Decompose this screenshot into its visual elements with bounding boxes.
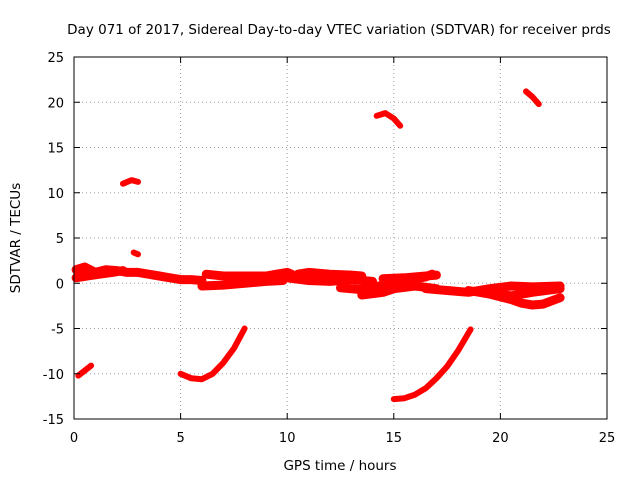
x-axis-label: GPS time / hours <box>283 458 396 474</box>
data-series <box>201 267 296 281</box>
series-layer <box>71 88 565 403</box>
x-tick-label: 25 <box>599 431 616 446</box>
grid <box>74 57 607 419</box>
data-series <box>523 88 542 108</box>
data-series <box>75 362 95 379</box>
data-series <box>378 270 441 284</box>
x-tick-label: 5 <box>176 431 184 446</box>
y-tick-label: 0 <box>56 277 64 292</box>
data-series <box>373 110 404 129</box>
ticks <box>73 56 608 420</box>
x-tick-label: 20 <box>492 431 509 446</box>
data-series <box>197 276 288 291</box>
x-tick-label: 15 <box>386 431 403 446</box>
data-series <box>485 284 565 301</box>
y-tick-label: -15 <box>43 413 64 428</box>
data-series <box>71 266 128 283</box>
data-series <box>177 325 248 383</box>
x-tick-label: 0 <box>70 431 78 446</box>
y-axis-label: SDTVAR / TECUs <box>8 183 24 293</box>
data-series <box>390 326 474 403</box>
data-series <box>120 177 141 187</box>
y-tick-labels: -15 -10 -5 0 5 10 15 20 25 <box>43 51 64 428</box>
x-tick-labels: 0 5 10 15 20 25 <box>70 431 615 446</box>
x-tick-label: 10 <box>279 431 296 446</box>
y-tick-label: 20 <box>47 96 64 111</box>
data-series <box>293 267 367 281</box>
y-tick-label: 25 <box>47 51 64 66</box>
y-tick-label: 10 <box>47 187 64 202</box>
y-tick-label: 5 <box>56 232 64 247</box>
y-tick-label: 15 <box>47 142 64 157</box>
plot-frame <box>73 56 608 420</box>
chart-title: Day 071 of 2017, Sidereal Day-to-day VTE… <box>67 22 611 38</box>
y-tick-label: -5 <box>51 323 64 338</box>
y-tick-label: -10 <box>43 368 64 383</box>
data-series <box>130 249 141 258</box>
